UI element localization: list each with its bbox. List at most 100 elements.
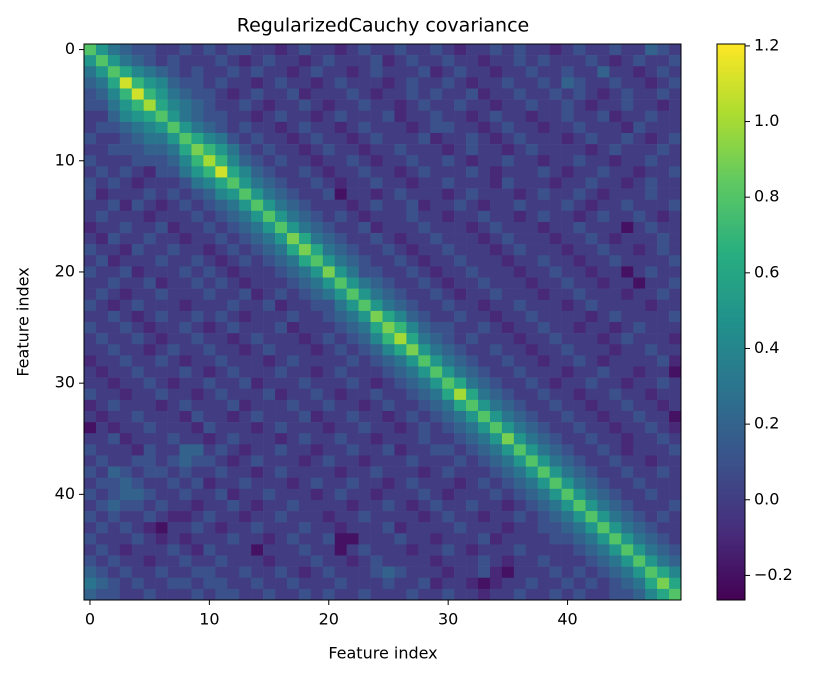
cell [466,255,479,267]
cell [239,221,252,234]
cell [263,210,276,223]
cell [358,99,371,112]
cell [334,88,347,100]
cell [215,499,228,512]
cell [227,533,240,545]
cell [179,199,192,212]
cell [418,322,431,334]
cell [430,255,443,267]
cell [155,388,168,401]
cell [263,221,276,234]
cell [382,66,395,78]
cell [621,566,634,579]
cell [95,544,109,556]
cell [119,44,133,56]
cell [585,388,598,401]
cell [418,522,431,534]
cell [645,121,658,134]
cell [322,277,336,289]
cell [466,399,479,412]
cell [549,44,562,56]
cell [155,210,168,223]
cell [645,177,658,189]
cell [191,144,204,156]
cell [191,310,204,323]
cell [310,310,324,323]
cell [418,555,431,567]
cell [478,199,491,212]
cell [430,221,443,234]
cell [669,177,682,189]
cell [334,166,347,178]
cell [609,499,622,512]
colorbar-segment [717,499,745,504]
cell [358,110,371,123]
cell [179,477,192,490]
cell [131,577,144,590]
cell [501,221,515,234]
cell [561,466,574,478]
cell [203,588,216,601]
cell [227,444,240,456]
cell [346,533,359,545]
cell [298,166,312,178]
cell [251,388,264,401]
cell [155,422,168,434]
cell [478,444,491,456]
cell [382,488,395,501]
cell [191,77,204,89]
cell [657,511,670,523]
cell [609,288,622,301]
cell [537,555,550,567]
cell [358,522,371,534]
cell [645,488,658,501]
cell [489,355,503,367]
x-tick-label: 0 [85,610,95,629]
cell [143,333,156,345]
cell [609,210,622,223]
cell [561,144,574,156]
cell [322,366,336,378]
cell [466,366,479,378]
cell [454,166,467,178]
cell [131,77,144,89]
cell [585,121,598,134]
cell [537,155,550,167]
cell [513,288,527,301]
cell [442,77,455,89]
cell [131,555,144,567]
cell [442,555,455,567]
cell [621,299,634,312]
colorbar-segment [717,210,745,215]
cell [454,155,467,167]
cell [263,155,276,167]
cell [442,199,455,212]
cell [215,277,228,289]
cell [370,233,383,245]
cell [585,255,598,267]
cell [191,499,204,512]
cell [489,110,503,123]
cell [119,188,133,200]
colorbar-segment [717,377,745,381]
colorbar-segment [717,183,745,187]
cell [370,188,383,200]
colorbar-segment [717,380,745,384]
cell [215,55,228,67]
cell [358,388,371,401]
cell [561,177,574,189]
cell [95,288,109,301]
cell [442,144,455,156]
cell [203,132,216,145]
cell [107,266,121,278]
cell [131,121,144,134]
cell [645,55,658,67]
cell [669,388,682,401]
cell [645,577,658,590]
cell [418,44,431,56]
cell [585,199,598,212]
cell [203,322,216,334]
cell [442,544,455,556]
cell [394,155,407,167]
cell [561,488,574,501]
